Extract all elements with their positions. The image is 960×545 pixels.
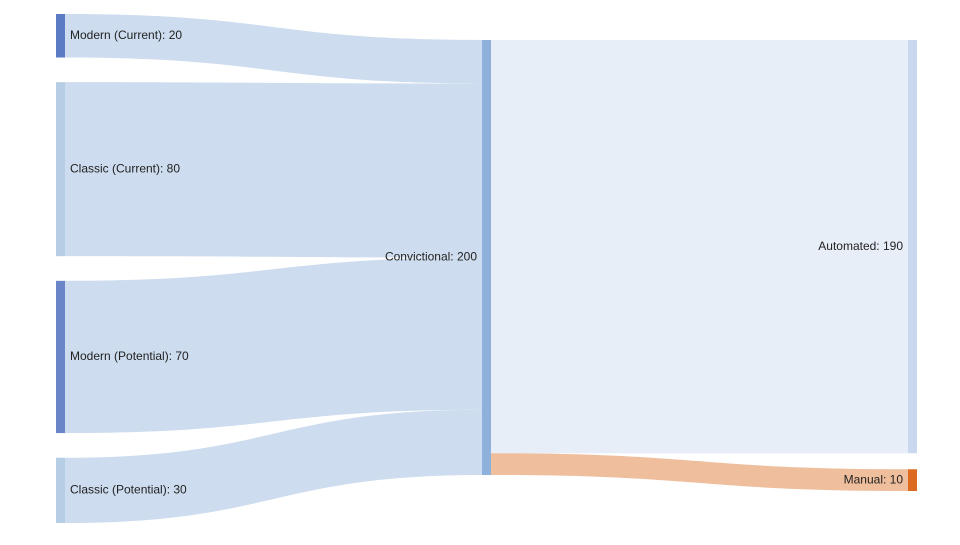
link-modern_potential-to-convictional — [65, 257, 482, 434]
node-automated — [908, 40, 917, 454]
node-modern_potential — [56, 280, 65, 434]
node-classic_current — [56, 82, 65, 257]
link-modern_current-to-convictional — [65, 14, 482, 84]
node-convictional — [482, 40, 491, 475]
link-convictional-to-automated — [491, 40, 908, 454]
node-label-convictional: Convictional: 200 — [385, 250, 477, 264]
links-layer — [65, 14, 908, 523]
node-label-classic_current: Classic (Current): 80 — [70, 161, 180, 175]
node-manual — [908, 469, 917, 491]
link-classic_current-to-convictional — [65, 82, 482, 258]
link-convictional-to-manual — [491, 453, 908, 491]
node-label-modern_potential: Modern (Potential): 70 — [70, 349, 189, 363]
labels-layer: Modern (Current): 20 Classic (Current): 8… — [70, 28, 903, 497]
link-classic_potential-to-convictional — [65, 409, 482, 523]
node-modern_current — [56, 14, 65, 58]
node-classic_potential — [56, 457, 65, 523]
node-label-modern_current: Modern (Current): 20 — [70, 28, 182, 42]
node-label-automated: Automated: 190 — [818, 239, 903, 253]
nodes-layer — [56, 14, 917, 523]
node-label-manual: Manual: 10 — [844, 472, 904, 486]
node-label-classic_potential: Classic (Potential): 30 — [70, 483, 187, 497]
